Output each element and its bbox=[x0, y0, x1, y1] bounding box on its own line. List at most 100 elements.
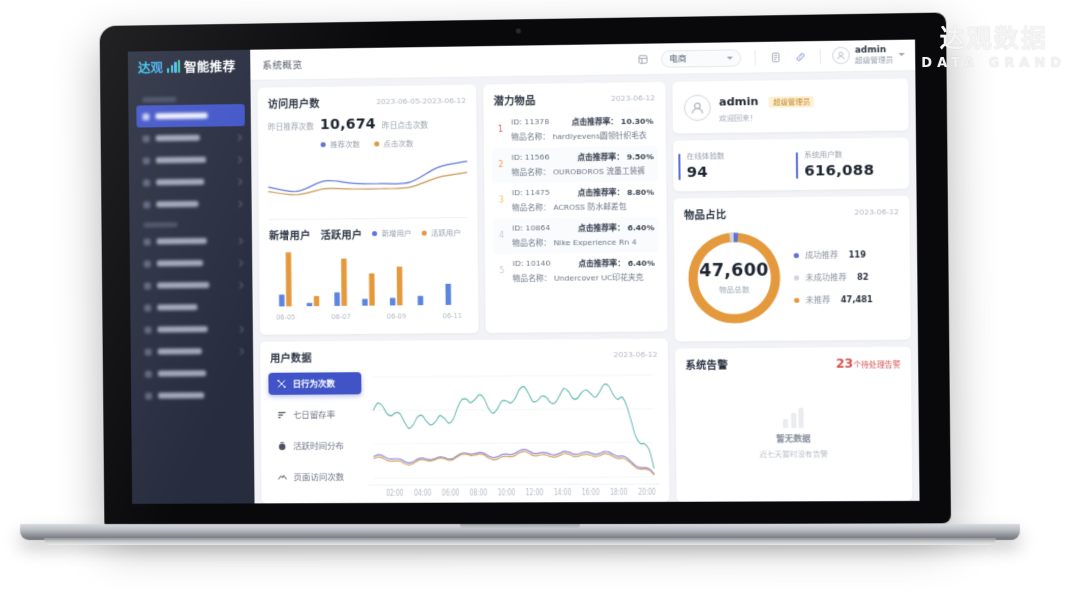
brand-name: 达观 bbox=[138, 57, 163, 76]
count-value: 616,088 bbox=[804, 162, 875, 180]
item-id: ID: 11475 bbox=[511, 187, 550, 198]
tab-2[interactable]: 七日留存率 bbox=[269, 403, 362, 426]
divider bbox=[754, 49, 756, 65]
business-select[interactable]: 电商 bbox=[660, 48, 742, 68]
sidebar-item-1-4[interactable] bbox=[130, 318, 253, 341]
welcome-line: admin 超级管理员 bbox=[719, 89, 815, 110]
user-menu[interactable]: admin 超级管理员 bbox=[832, 45, 905, 66]
top-bar-spacer bbox=[302, 59, 630, 64]
visits-card: 访问用户数 2023-06-05-2023-06-12 昨日推荐次数 10,67… bbox=[257, 84, 479, 335]
content-left-column: 访问用户数 2023-06-05-2023-06-12 昨日推荐次数 10,67… bbox=[257, 81, 670, 504]
item-body: ID: 11378 点击推荐率： 10.30% 物品名称： hardlyevens圆… bbox=[511, 116, 653, 143]
sidebar-item-label bbox=[157, 281, 210, 289]
legend-swatch bbox=[793, 252, 799, 258]
legend-swatch bbox=[421, 230, 427, 236]
chevron-right-icon bbox=[236, 281, 244, 289]
alerts-header: 系统告警 23个待处理告警 bbox=[675, 347, 911, 372]
sidebar-item-1-5[interactable] bbox=[131, 340, 254, 363]
item-body: ID: 11475 点击推荐率： 8.80% 物品名称： ACROSS 防水邮差包 bbox=[512, 187, 654, 214]
sidebar-item-icon bbox=[144, 348, 152, 356]
legend-item: 新增用户 bbox=[372, 228, 412, 239]
donut-label: 物品总数 bbox=[718, 285, 750, 295]
sidebar-item-1-2[interactable] bbox=[130, 274, 253, 297]
time-axis-tick: 06:00 bbox=[442, 488, 460, 498]
tab-3[interactable]: 活跃时间分布 bbox=[269, 435, 362, 458]
sidebar[interactable] bbox=[128, 80, 255, 504]
sidebar-item-1-1[interactable] bbox=[130, 251, 253, 274]
brand-logo[interactable]: 达观 智能推荐 bbox=[127, 49, 251, 83]
list-item[interactable]: 4 ID: 10864 点击推荐率： 6.40% 物品名称： Nike Experie… bbox=[492, 216, 659, 255]
link-icon[interactable] bbox=[792, 48, 809, 65]
legend-label: 成功推荐 bbox=[805, 250, 839, 260]
chevron-down-icon bbox=[898, 53, 905, 57]
sidebar-item-label bbox=[157, 348, 202, 355]
newusers-title: 新增用户 bbox=[269, 230, 311, 243]
laptop-lid: 达观 智能推荐 系统概览 电商 bbox=[99, 12, 951, 527]
chevron-right-icon bbox=[236, 325, 244, 333]
items-list: 1 ID: 11378 点击推荐率： 10.30% 物品名称： hardlyevens… bbox=[483, 105, 667, 293]
app-body: 访问用户数 2023-06-05-2023-06-12 昨日推荐次数 10,67… bbox=[128, 71, 920, 504]
list-item[interactable]: 3 ID: 11475 点击推荐率： 8.80% 物品名称： ACROSS 防水邮差包 bbox=[492, 181, 658, 218]
laptop-screen: 达观 智能推荐 系统概览 电商 bbox=[127, 39, 920, 504]
sidebar-item-icon bbox=[143, 178, 151, 187]
sidebar-item-label bbox=[156, 259, 204, 267]
alerts-count-suffix: 个待处理告警 bbox=[853, 359, 901, 370]
time-axis-tick: 18:00 bbox=[610, 487, 628, 497]
watermark-cn: 达观数据 bbox=[939, 24, 1048, 53]
sidebar-item-1-7[interactable] bbox=[131, 384, 254, 407]
sidebar-item-0-2[interactable] bbox=[129, 148, 252, 172]
ratio-body: 47,600 物品总数 成功推荐 119 未成功推荐 82 未推荐 47,481 bbox=[674, 219, 911, 341]
sidebar-item-0-3[interactable] bbox=[129, 170, 252, 194]
list-item[interactable]: 2 ID: 11566 点击推荐率： 9.50% 物品名称： OUROBOROS 流墨… bbox=[492, 145, 659, 184]
visits-date-range: 2023-06-05-2023-06-12 bbox=[376, 95, 467, 107]
chevron-down-icon bbox=[726, 56, 733, 60]
business-select-value: 电商 bbox=[669, 54, 687, 65]
sidebar-item-0-1[interactable] bbox=[129, 126, 252, 150]
visits-kpi-row: 昨日推荐次数 10,674 昨日点击次数 bbox=[258, 108, 477, 136]
bar-axis-tick: 06-07 bbox=[331, 313, 350, 321]
bar-logo-icon bbox=[167, 59, 181, 74]
alerts-title: 系统告警 bbox=[685, 360, 728, 372]
sidebar-item-1-3[interactable] bbox=[130, 296, 253, 319]
tab-4[interactable]: 页面访问次数 bbox=[269, 466, 362, 489]
empty-subtitle: 近七天暂时没有告警 bbox=[759, 448, 829, 459]
item-click-rate: 点击推荐率： 8.80% bbox=[577, 187, 655, 198]
list-item[interactable]: 5 ID: 10140 点击推荐率： 6.40% 物品名称： Undercover U… bbox=[493, 252, 659, 289]
activeusers-title: 活跃用户 bbox=[320, 230, 363, 242]
item-line-1: ID: 11475 点击推荐率： 8.80% bbox=[512, 187, 654, 200]
breadcrumb: 系统概览 bbox=[262, 59, 303, 72]
sidebar-item-1-6[interactable] bbox=[131, 362, 254, 385]
chevron-right-icon bbox=[236, 259, 244, 267]
sidebar-group-label bbox=[129, 214, 251, 230]
document-icon[interactable] bbox=[767, 49, 784, 66]
sidebar-item-1-0[interactable] bbox=[130, 229, 253, 252]
tab-label: 七日留存率 bbox=[292, 409, 336, 420]
item-id: ID: 10140 bbox=[512, 258, 551, 269]
sidebar-item-icon bbox=[142, 156, 150, 164]
item-rank: 4 bbox=[498, 230, 505, 240]
sidebar-item-icon bbox=[145, 392, 153, 400]
grid-icon[interactable] bbox=[634, 51, 651, 67]
userdata-tabs[interactable]: 日行为次数七日留存率活跃时间分布 页面访问次数 bbox=[268, 368, 362, 503]
sidebar-item-label bbox=[157, 326, 208, 333]
sidebar-item-0-0[interactable] bbox=[136, 104, 245, 128]
legend-item: 点击次数 bbox=[374, 138, 413, 150]
welcome-card: admin 超级管理员 欢迎回来！ bbox=[672, 78, 909, 134]
item-click-rate: 点击推荐率： 6.40% bbox=[578, 258, 655, 269]
sidebar-item-icon bbox=[142, 134, 150, 142]
item-line-1: ID: 11378 点击推荐率： 10.30% bbox=[511, 116, 653, 129]
ratio-date: 2023-06-12 bbox=[854, 207, 900, 217]
ratio-title: 物品占比 bbox=[683, 210, 727, 222]
item-id: ID: 11566 bbox=[511, 152, 550, 162]
chevron-right-icon bbox=[235, 237, 243, 245]
sidebar-item-icon bbox=[143, 260, 151, 268]
newusers-bar-chart: 06-05 06-07 06-09 06-11 bbox=[259, 240, 478, 335]
sidebar-item-0-4[interactable] bbox=[129, 192, 252, 215]
tab-label: 日行为次数 bbox=[292, 378, 335, 389]
legend-label: 未推荐 bbox=[805, 294, 831, 305]
list-item[interactable]: 1 ID: 11378 点击推荐率： 10.30% 物品名称： hardlyevens… bbox=[492, 110, 658, 148]
tab-1[interactable]: 日行为次数 bbox=[268, 372, 362, 395]
item-id: ID: 11378 bbox=[511, 116, 550, 127]
legend-item: 未推荐 47,481 bbox=[794, 293, 900, 305]
clock-icon bbox=[277, 441, 287, 451]
